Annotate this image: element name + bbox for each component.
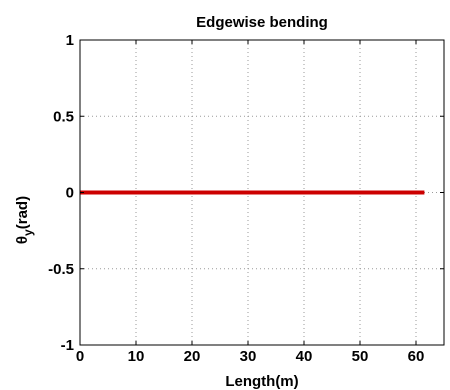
y-tick-label: 0.5 bbox=[53, 108, 74, 125]
y-tick-label: -1 bbox=[61, 337, 74, 354]
x-tick-label: 0 bbox=[76, 348, 84, 365]
x-tick-label: 50 bbox=[352, 348, 369, 365]
y-axis-label: θy(rad) bbox=[14, 196, 35, 244]
y-tick-label: 0 bbox=[66, 185, 74, 202]
x-tick-label: 40 bbox=[296, 348, 313, 365]
x-axis-ticks: 0 10 20 30 40 50 60 bbox=[76, 40, 425, 365]
y-tick-label: -0.5 bbox=[48, 261, 74, 278]
y-axis-label-base: θ bbox=[14, 236, 31, 244]
x-axis-label: Length(m) bbox=[225, 373, 298, 390]
x-tick-label: 20 bbox=[184, 348, 201, 365]
x-tick-label: 60 bbox=[408, 348, 425, 365]
y-axis-label-subscript: y bbox=[21, 229, 35, 236]
x-tick-label: 30 bbox=[240, 348, 257, 365]
y-axis-ticks: -1 -0.5 0 0.5 1 bbox=[48, 32, 444, 354]
chart-title: Edgewise bending bbox=[196, 14, 328, 31]
y-tick-label: 1 bbox=[66, 32, 74, 49]
y-axis-label-suffix: (rad) bbox=[14, 196, 31, 229]
x-tick-label: 10 bbox=[128, 348, 145, 365]
